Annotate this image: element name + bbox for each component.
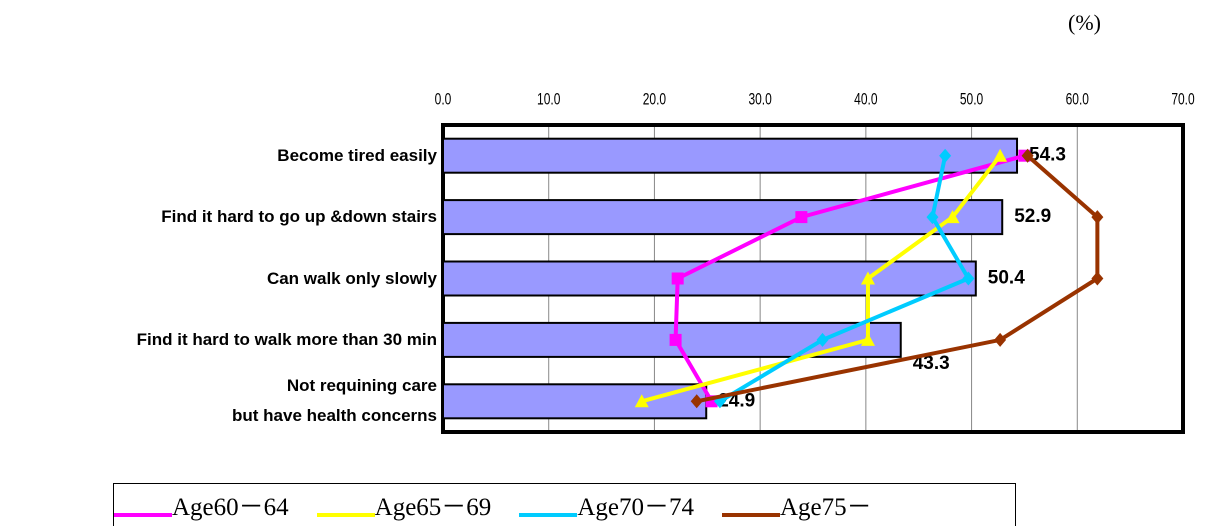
marker bbox=[860, 271, 875, 285]
marker bbox=[634, 394, 649, 408]
legend-item: Age65－69 bbox=[316, 487, 492, 523]
category-label: Not requining care but have health conce… bbox=[232, 376, 437, 426]
legend: Age60－64 Age65－69 Age70－74 Age75－ bbox=[113, 483, 1016, 526]
legend-label: Age70－74 bbox=[577, 494, 694, 521]
legend-swatch bbox=[316, 513, 375, 517]
value-label: 54.3 bbox=[1029, 145, 1066, 166]
marker bbox=[860, 332, 875, 346]
marker bbox=[993, 148, 1008, 162]
marker bbox=[1091, 271, 1104, 286]
marker bbox=[945, 210, 960, 224]
category-label: Become tired easily bbox=[277, 145, 437, 165]
category-label: Can walk only slowly bbox=[266, 268, 437, 288]
legend-swatch bbox=[519, 513, 578, 517]
chart: 0.0 10.0 20.0 30.0 40.0 50.0 60.0 70.0 54.3 52.9 5… bbox=[435, 91, 1195, 434]
bar bbox=[442, 260, 977, 297]
marker bbox=[994, 332, 1007, 347]
legend-item: Age75－ bbox=[721, 487, 872, 523]
legend-label: Age65－69 bbox=[374, 494, 492, 521]
series bbox=[669, 149, 1031, 408]
marker bbox=[690, 394, 703, 409]
x-tick-label: 70.0 bbox=[1171, 91, 1194, 109]
legend-label: Age75－ bbox=[779, 494, 872, 521]
legend-swatch bbox=[114, 513, 172, 517]
legend-item: Age60－64 bbox=[114, 487, 289, 523]
legend-swatch bbox=[721, 513, 780, 517]
x-tick-label: 50.0 bbox=[960, 91, 983, 109]
marker bbox=[1021, 148, 1034, 163]
x-tick-label: 20.0 bbox=[643, 91, 666, 109]
x-tick-label: 30.0 bbox=[748, 91, 771, 109]
value-label: 50.4 bbox=[988, 268, 1025, 289]
marker bbox=[816, 332, 829, 347]
bar bbox=[442, 137, 1019, 174]
marker bbox=[939, 148, 952, 163]
unit-label: (%) bbox=[1068, 10, 1101, 35]
legend-item: Age70－74 bbox=[519, 487, 694, 523]
category-label: Find it hard to walk more than 30 min bbox=[136, 329, 437, 349]
marker bbox=[795, 211, 808, 224]
series bbox=[634, 148, 1008, 408]
marker bbox=[962, 271, 975, 286]
category-label: Find it hard to go up &down stairs bbox=[161, 207, 437, 227]
x-tick-label: 60.0 bbox=[1066, 91, 1089, 109]
series bbox=[713, 148, 975, 409]
x-tick-label: 0.0 bbox=[435, 91, 452, 109]
bar bbox=[442, 199, 1004, 236]
x-tick-label: 40.0 bbox=[854, 91, 877, 109]
marker bbox=[671, 272, 684, 285]
bar bbox=[442, 383, 708, 420]
legend-label: Age60－64 bbox=[172, 494, 289, 521]
value-label: 43.3 bbox=[913, 353, 950, 374]
value-label: 52.9 bbox=[1014, 206, 1051, 227]
marker bbox=[1091, 210, 1104, 225]
marker bbox=[926, 210, 939, 225]
x-tick-label: 10.0 bbox=[537, 91, 560, 109]
marker bbox=[669, 333, 682, 346]
series bbox=[690, 148, 1104, 409]
